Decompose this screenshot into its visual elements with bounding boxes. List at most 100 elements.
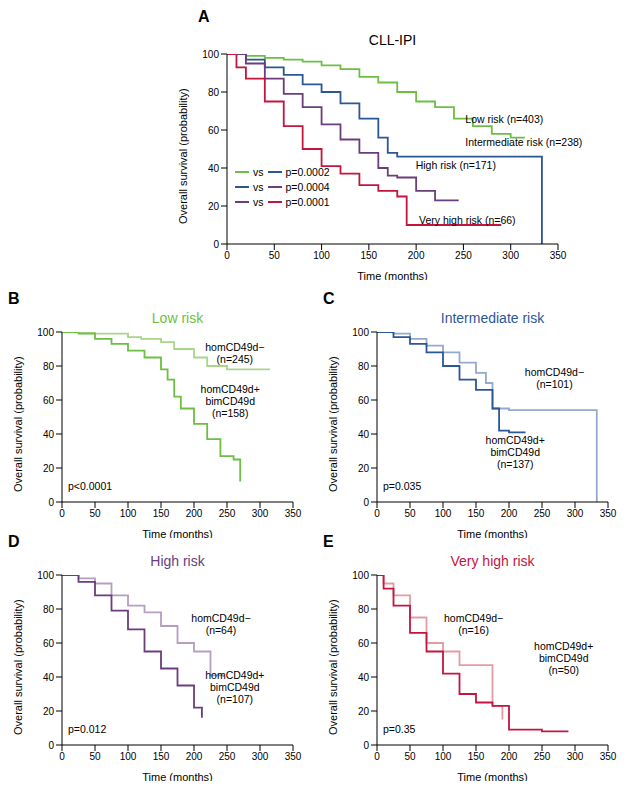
- svg-text:Time (months): Time (months): [457, 771, 528, 781]
- svg-text:350: 350: [285, 508, 302, 519]
- svg-text:50: 50: [89, 508, 101, 519]
- svg-text:0: 0: [59, 508, 65, 519]
- html-text:Intermediate risk: Intermediate risk: [440, 310, 545, 326]
- html-text:Low risk: Low risk: [151, 310, 204, 326]
- svg-text:40: 40: [208, 163, 220, 174]
- svg-text:80: 80: [43, 361, 55, 372]
- html-text:Intermediate risk (n=238): Intermediate risk (n=238): [465, 135, 583, 148]
- svg-text:200: 200: [501, 508, 518, 519]
- svg-text:Overall survival (probability): Overall survival (probability): [327, 599, 339, 735]
- svg-text:100: 100: [435, 751, 452, 762]
- svg-text:40: 40: [43, 672, 55, 683]
- svg-text:40: 40: [358, 429, 370, 440]
- svg-text:150: 150: [153, 508, 170, 519]
- svg-text:Time (months): Time (months): [142, 771, 213, 781]
- svg-text:250: 250: [455, 250, 472, 261]
- svg-text:20: 20: [43, 706, 55, 717]
- html-text:homCD49d−: homCD49d−: [191, 612, 251, 625]
- svg-text:0: 0: [48, 497, 54, 508]
- html-text:(n=107): (n=107): [216, 692, 254, 705]
- svg-text:0: 0: [59, 751, 65, 762]
- svg-text:100: 100: [352, 327, 369, 338]
- svg-text:50: 50: [404, 508, 416, 519]
- svg-text:350: 350: [600, 508, 617, 519]
- html-text:p=0.0002: p=0.0002: [285, 165, 330, 178]
- svg-text:250: 250: [219, 751, 236, 762]
- svg-text:100: 100: [120, 751, 137, 762]
- svg-text:0: 0: [224, 250, 230, 261]
- html-text:bimCD49d: bimCD49d: [210, 680, 260, 693]
- svg-text:Overall survival (probability): Overall survival (probability): [12, 356, 24, 492]
- svg-text:150: 150: [468, 751, 485, 762]
- svg-text:300: 300: [252, 508, 269, 519]
- svg-text:40: 40: [358, 672, 370, 683]
- svg-text:200: 200: [501, 751, 518, 762]
- svg-text:60: 60: [43, 638, 55, 649]
- html-text:p=0.0004: p=0.0004: [285, 180, 330, 193]
- svg-text:20: 20: [358, 706, 370, 717]
- html-text:homCD49d−: homCD49d−: [444, 612, 504, 625]
- svg-text:20: 20: [358, 463, 370, 474]
- svg-text:60: 60: [358, 395, 370, 406]
- svg-text:0: 0: [363, 740, 369, 751]
- html-text:High risk: High risk: [150, 553, 205, 569]
- svg-text:80: 80: [43, 604, 55, 615]
- svg-text:200: 200: [186, 508, 203, 519]
- svg-text:300: 300: [567, 751, 584, 762]
- svg-text:100: 100: [120, 508, 137, 519]
- svg-text:200: 200: [408, 250, 425, 261]
- svg-text:80: 80: [208, 87, 220, 98]
- svg-text:300: 300: [252, 751, 269, 762]
- svg-text:350: 350: [285, 751, 302, 762]
- svg-text:Overall survival (probability): Overall survival (probability): [327, 356, 339, 492]
- html-text:High risk (n=171): High risk (n=171): [415, 158, 496, 171]
- svg-text:150: 150: [361, 250, 378, 261]
- html-text:p=0.0001: p=0.0001: [285, 195, 330, 208]
- svg-text:250: 250: [534, 508, 551, 519]
- svg-text:250: 250: [534, 751, 551, 762]
- svg-text:350: 350: [550, 250, 567, 261]
- svg-text:40: 40: [43, 429, 55, 440]
- svg-text:300: 300: [567, 508, 584, 519]
- html-text:CLL-IPI: CLL-IPI: [368, 32, 417, 48]
- svg-text:50: 50: [89, 751, 101, 762]
- svg-text:0: 0: [374, 751, 380, 762]
- svg-text:60: 60: [208, 125, 220, 136]
- svg-text:100: 100: [37, 570, 54, 581]
- svg-text:100: 100: [352, 570, 369, 581]
- html-text:(n=64): (n=64): [205, 624, 237, 637]
- html-text:homCD49d+: homCD49d+: [205, 668, 265, 681]
- html-text:homCD49d−: homCD49d−: [205, 340, 265, 353]
- svg-text:50: 50: [404, 751, 416, 762]
- svg-text:20: 20: [208, 201, 220, 212]
- svg-text:0: 0: [213, 239, 219, 250]
- svg-text:Overall survival (probability): Overall survival (probability): [177, 88, 189, 224]
- html-text:Very high risk: Very high risk: [450, 553, 535, 569]
- svg-text:300: 300: [502, 250, 519, 261]
- svg-text:0: 0: [374, 508, 380, 519]
- svg-text:50: 50: [269, 250, 281, 261]
- svg-text:100: 100: [313, 250, 330, 261]
- svg-text:150: 150: [153, 751, 170, 762]
- svg-text:350: 350: [600, 751, 617, 762]
- svg-text:0: 0: [48, 740, 54, 751]
- svg-text:20: 20: [43, 463, 55, 474]
- html-text:Low risk (n=403): Low risk (n=403): [465, 112, 544, 125]
- svg-text:Time (months): Time (months): [457, 528, 528, 538]
- svg-text:Time (months): Time (months): [357, 270, 428, 280]
- svg-text:60: 60: [43, 395, 55, 406]
- svg-text:100: 100: [435, 508, 452, 519]
- svg-text:Time (months): Time (months): [142, 528, 213, 538]
- svg-text:200: 200: [186, 751, 203, 762]
- svg-text:100: 100: [37, 327, 54, 338]
- svg-text:Overall survival (probability): Overall survival (probability): [12, 599, 24, 735]
- svg-text:150: 150: [468, 508, 485, 519]
- html-text:(n=245): (n=245): [216, 352, 254, 365]
- svg-text:80: 80: [358, 604, 370, 615]
- svg-text:0: 0: [363, 497, 369, 508]
- html-text:Very high risk (n=66): Very high risk (n=66): [419, 213, 516, 226]
- svg-text:250: 250: [219, 508, 236, 519]
- svg-text:80: 80: [358, 361, 370, 372]
- svg-text:60: 60: [358, 638, 370, 649]
- svg-text:100: 100: [202, 49, 219, 60]
